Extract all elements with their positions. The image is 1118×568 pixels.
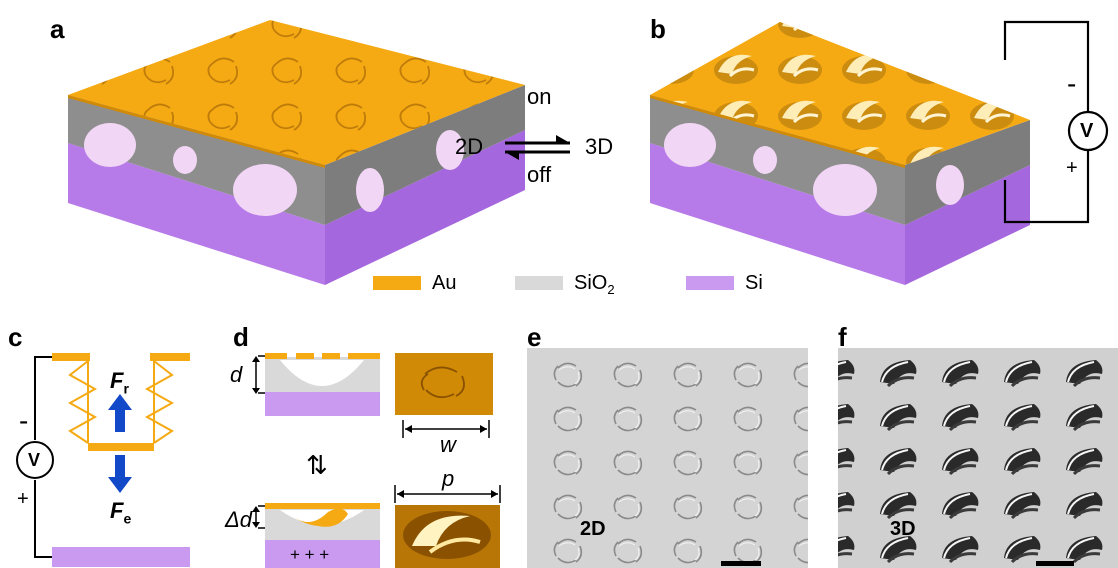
voltmeter-c-label: V bbox=[28, 450, 41, 470]
circuit-b-plus: + bbox=[1066, 157, 1078, 179]
switch-on-label: on bbox=[527, 84, 552, 109]
panel-label-f: f bbox=[838, 322, 847, 352]
scale-bar-e bbox=[721, 561, 761, 566]
switch-2d-label: 2D bbox=[455, 134, 484, 159]
panel-label-d: d bbox=[233, 322, 249, 352]
sem-image-2d bbox=[527, 348, 808, 568]
legend-label-sio2: SiO2 bbox=[574, 272, 615, 297]
force-fe-label: Fe bbox=[110, 498, 132, 527]
circuit-c-minus: - bbox=[19, 405, 29, 436]
gap-delta-d-label: Δd bbox=[225, 507, 252, 532]
legend-label-si: Si bbox=[745, 272, 763, 294]
panel-label-b: b bbox=[650, 14, 666, 44]
panel-label-e: e bbox=[527, 322, 542, 352]
circuit-b bbox=[1003, 20, 1109, 224]
switch-3d-label: 3D bbox=[585, 134, 614, 159]
force-fr-label: Fr bbox=[110, 368, 129, 397]
reversible-arrows: ⇅ bbox=[306, 450, 328, 480]
period-p-label: p bbox=[442, 466, 455, 491]
legend-swatch-au bbox=[373, 276, 421, 290]
gap-d-label: d bbox=[230, 362, 243, 387]
cross-sections bbox=[252, 353, 501, 568]
panel-label-a: a bbox=[50, 14, 65, 44]
width-w-label: w bbox=[440, 432, 456, 457]
block-3d bbox=[650, 22, 1030, 285]
switch-off-label: off bbox=[527, 162, 552, 187]
sem-image-3d bbox=[838, 348, 1118, 568]
sem-label-2d: 2D bbox=[580, 518, 606, 540]
scale-bar-f bbox=[1036, 561, 1074, 566]
legend-label-au: Au bbox=[432, 272, 457, 294]
legend-swatch-sio2 bbox=[515, 276, 563, 290]
charges-label: + + + bbox=[290, 545, 330, 564]
circuit-c-plus: + bbox=[17, 488, 29, 510]
panel-label-c: c bbox=[8, 322, 23, 352]
switch-arrows bbox=[505, 135, 570, 160]
si-front-right bbox=[325, 130, 525, 285]
si-front-left bbox=[68, 143, 325, 285]
spring-model bbox=[16, 353, 190, 567]
circuit-b-minus: - bbox=[1067, 68, 1077, 99]
legend-swatch-si bbox=[686, 276, 734, 290]
block-2d bbox=[68, 20, 525, 285]
voltmeter-b-label: V bbox=[1080, 120, 1094, 142]
sem-label-3d: 3D bbox=[890, 518, 916, 540]
